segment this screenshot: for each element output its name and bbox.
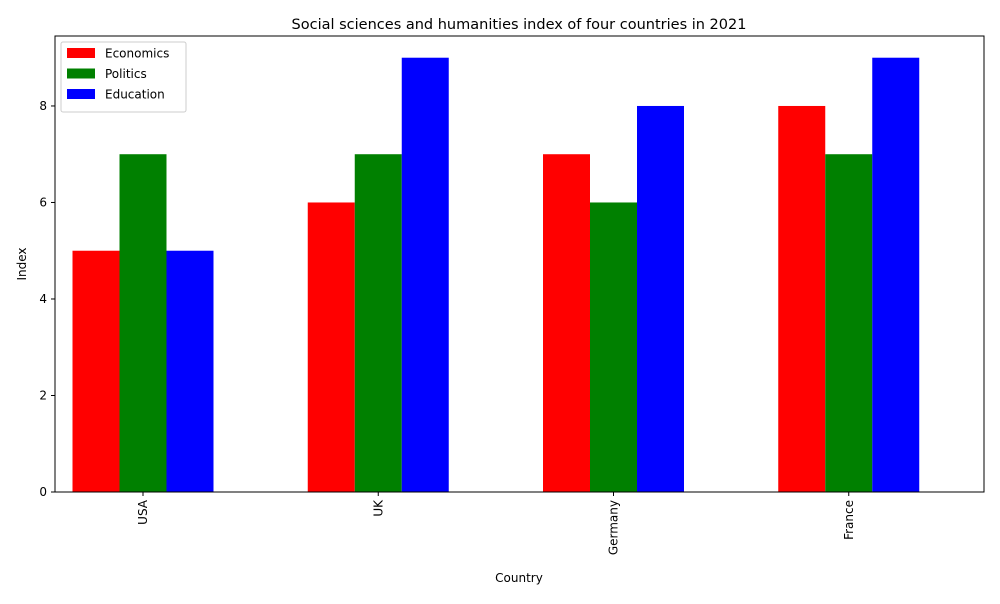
legend-swatch-politics: [67, 68, 95, 79]
y-tick-label: 8: [39, 99, 47, 113]
legend-swatch-education: [67, 89, 95, 99]
bar-politics-usa: [119, 154, 167, 492]
bar-economics-germany: [543, 154, 590, 492]
axes-layer: [54, 35, 985, 493]
x-axis-ticks: USA UK Germany France: [136, 492, 856, 555]
bar-politics-germany: [590, 202, 637, 492]
bar-education-uk: [401, 57, 449, 492]
bar-politics-uk: [354, 154, 402, 492]
bar-economics-usa: [72, 250, 120, 492]
y-tick-label: 2: [39, 388, 47, 402]
bar-economics-uk: [307, 202, 355, 492]
bar-economics-france: [778, 105, 826, 492]
bar-education-germany: [637, 105, 684, 492]
x-tick-label-france: France: [842, 500, 856, 540]
y-axis-label: Index: [15, 247, 29, 280]
y-tick-label: 4: [39, 292, 47, 306]
bars-layer: [72, 57, 920, 492]
x-tick-label-uk: UK: [371, 499, 385, 517]
x-tick-label-usa: USA: [136, 499, 150, 525]
bar-politics-france: [825, 154, 873, 492]
y-axis-ticks: 0 2 4 6 8: [39, 99, 55, 499]
bar-education-usa: [166, 250, 214, 492]
bar-education-france: [872, 57, 920, 492]
legend-label-education: Education: [105, 88, 165, 102]
legend: Economics Politics Education: [60, 41, 187, 113]
legend-label-politics: Politics: [105, 67, 147, 81]
legend-label-economics: Economics: [105, 47, 169, 61]
plot-frame: [54, 35, 985, 493]
x-tick-label-germany: Germany: [607, 500, 621, 555]
y-tick-label: 0: [39, 485, 47, 499]
y-tick-label: 6: [39, 195, 47, 209]
x-axis-label: Country: [495, 571, 543, 585]
chart-title: Social sciences and humanities index of …: [292, 17, 747, 33]
legend-swatch-economics: [67, 48, 95, 58]
